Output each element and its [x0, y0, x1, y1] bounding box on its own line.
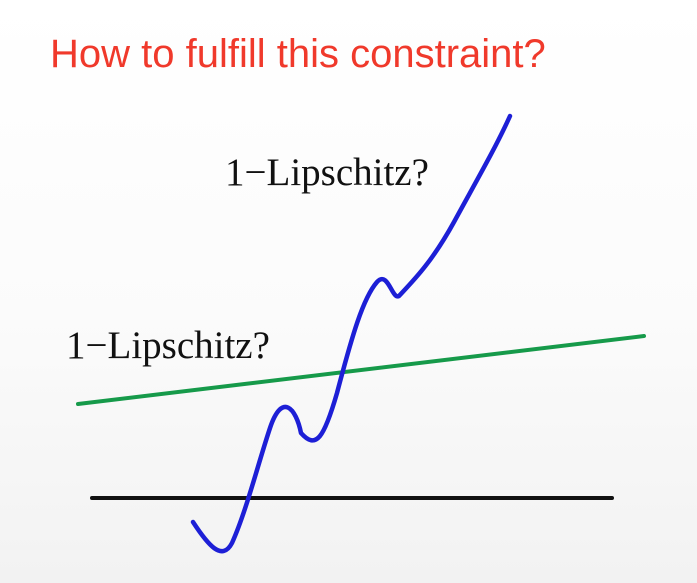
- slide-title: How to fulfill this constraint?: [50, 32, 546, 76]
- lower-lipschitz-label: 1−Lipschitz?: [66, 324, 270, 367]
- upper-lipschitz-label: 1−Lipschitz?: [225, 151, 429, 194]
- shallow-green-line: [76, 334, 646, 406]
- steep-wiggly-blue-curve: [190, 113, 513, 554]
